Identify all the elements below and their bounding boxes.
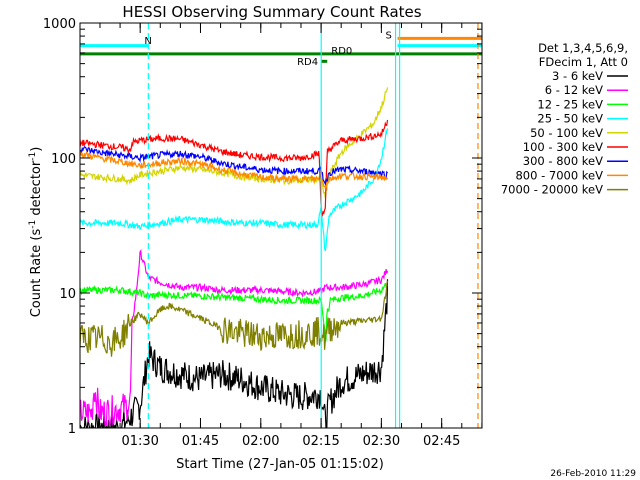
annotation-label: S <box>386 30 392 41</box>
series-line <box>80 282 388 342</box>
series-group <box>80 87 389 428</box>
legend-entry-label: 300 - 800 keV <box>523 154 603 168</box>
series-line <box>80 146 388 187</box>
annotation-label: RD4 <box>297 57 318 68</box>
legend-entry-label: 25 - 50 keV <box>537 112 603 126</box>
y-tick-label: 10 <box>59 287 76 302</box>
annotation-label: N <box>144 36 151 47</box>
x-axis-label: Start Time (27-Jan-05 01:15:02) <box>176 457 384 472</box>
series-line <box>80 280 389 357</box>
series-line <box>80 128 389 252</box>
series-line <box>80 248 389 427</box>
x-tick-label: 02:45 <box>423 434 460 449</box>
legend-entry-label: 3 - 6 keV <box>552 69 603 83</box>
legend-header-line: FDecim 1, Att 0 <box>539 55 628 69</box>
x-tick-label: 01:30 <box>121 434 158 449</box>
series-line <box>80 279 389 428</box>
y-axis-label: Count Rate (s-1 detector-1) <box>28 147 44 318</box>
x-tick-label: 02:00 <box>242 434 279 449</box>
y-tick-label: 1 <box>68 422 76 437</box>
series-line <box>80 87 389 199</box>
legend-header-line: Det 1,3,4,5,6,9, <box>538 41 628 55</box>
y-axis-label-sup: -1 <box>28 220 38 229</box>
legend-entry-label: 50 - 100 keV <box>530 126 603 140</box>
y-axis-label-part: Count Rate (s <box>29 229 44 318</box>
x-tick-label: 02:15 <box>302 434 339 449</box>
chart-title: HESSI Observing Summary Count Rates <box>122 3 421 21</box>
x-tick-label: 02:30 <box>363 434 400 449</box>
series-line <box>80 119 389 217</box>
annotation-label: RD0 <box>331 46 352 57</box>
legend-entry-label: 800 - 7000 keV <box>515 168 603 182</box>
legend-entry-label: 100 - 300 keV <box>523 140 603 154</box>
legend-entry-label: 6 - 12 keV <box>545 83 603 97</box>
plot-area: N RD0 RD4 S 1 10 100 1000 01:30 01:45 02:00 02:15 02… <box>43 17 483 449</box>
legend: Det 1,3,4,5,6,9, FDecim 1, Att 0 3 - 6 k… <box>501 41 628 197</box>
series-line <box>80 150 389 190</box>
legend-entry-label: 12 - 25 keV <box>537 97 603 111</box>
legend-entry-label: 7000 - 20000 keV <box>501 183 603 197</box>
y-tick-label: 1000 <box>43 17 76 32</box>
y-axis-label-sup: -1 <box>28 152 38 161</box>
x-tick-label: 01:45 <box>182 434 219 449</box>
y-axis-label-part: ) <box>29 147 44 152</box>
y-tick-label: 100 <box>51 152 76 167</box>
y-axis-label-part: detector <box>29 160 44 220</box>
footer-date: 26-Feb-2010 11:29 <box>550 469 636 479</box>
